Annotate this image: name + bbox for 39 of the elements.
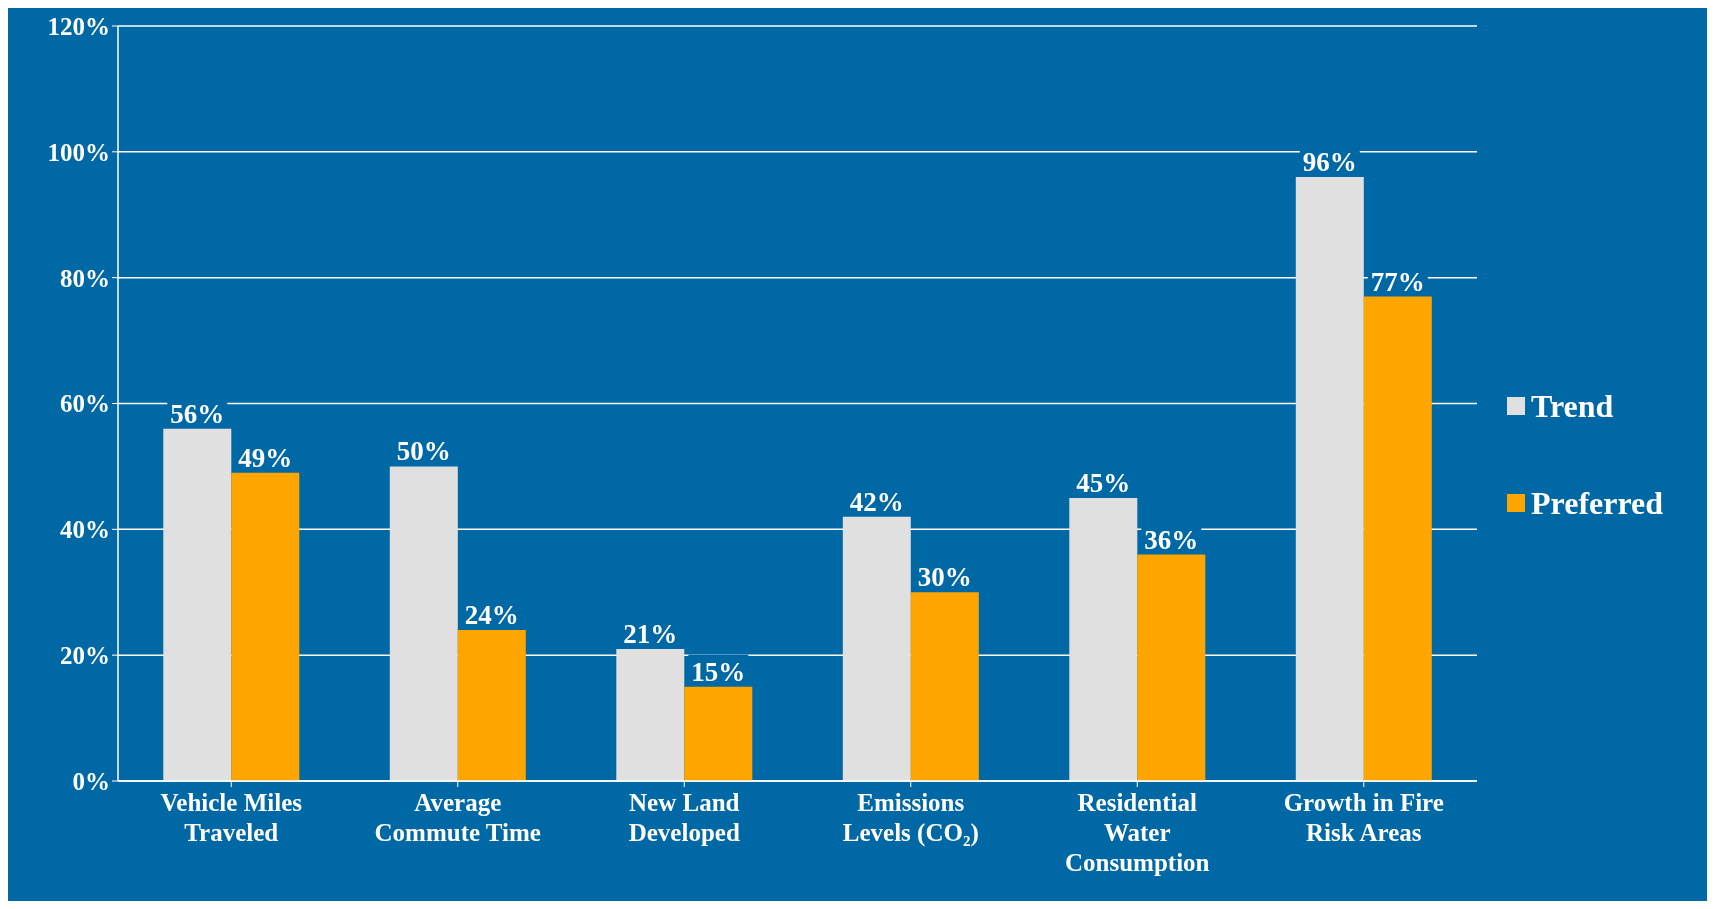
y-tick-label: 120% [47,12,110,40]
data-label: 56% [170,398,225,429]
data-label: 96% [1302,147,1357,177]
data-label: 45% [1076,467,1131,498]
data-label: 30% [917,562,972,593]
data-label: 77% [1370,266,1425,297]
data-label: 24% [464,600,519,630]
data-label: 21% [623,618,678,649]
x-tick-label: Residential Water Consumption [1065,789,1210,876]
bar [231,472,300,781]
bar [910,592,979,781]
y-tick-label: 20% [60,642,110,670]
x-tick-label: Average Commute Time [374,789,541,846]
y-tick-label: 60% [60,390,110,418]
bar [1295,177,1364,781]
data-label: 49% [238,442,293,473]
bar [457,630,526,781]
data-label: 36% [1144,524,1199,555]
bar [1137,554,1206,781]
data-label: 42% [849,486,904,517]
bar [1069,497,1138,781]
bar [684,686,753,781]
bar [842,516,911,781]
y-tick-label: 0% [72,767,110,795]
x-tick-label: Emissions Levels (CO₂) [842,789,979,847]
y-tick-label: 40% [60,516,110,544]
y-tick-label: 80% [60,264,110,292]
data-label: 50% [396,436,451,467]
y-tick-label: 100% [47,138,110,166]
data-label: 15% [691,656,746,687]
x-tick-label: New Land Developed [628,789,740,846]
bar [1363,296,1432,781]
x-tick-label: Growth in Fire Risk Areas [1283,789,1444,846]
bar [163,428,232,781]
x-tick-label: Vehicle Miles Traveled [160,789,303,846]
legend-label: Trend [1531,387,1614,425]
legend-label: Preferred [1531,484,1664,522]
bar [616,648,685,781]
bar [389,466,458,781]
